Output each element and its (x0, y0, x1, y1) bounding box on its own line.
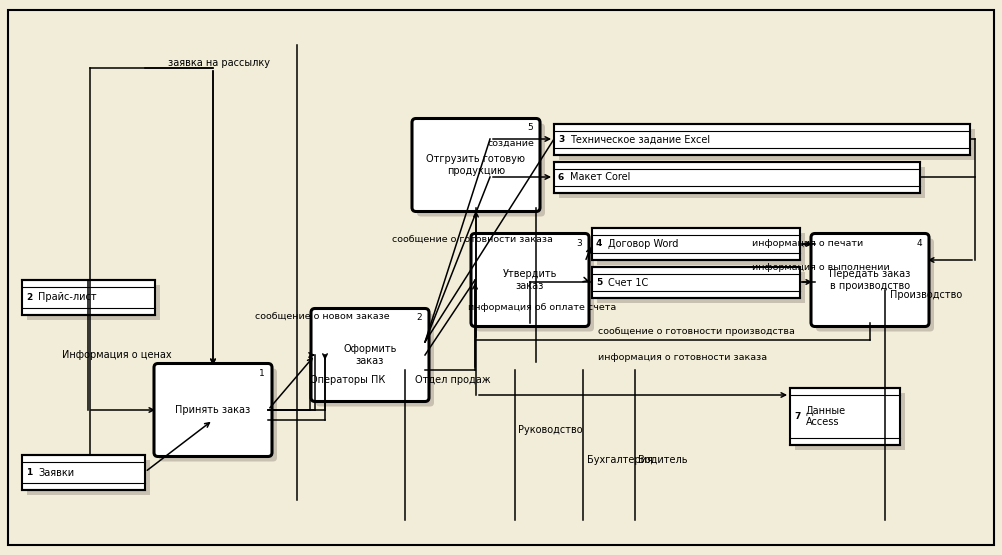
FancyBboxPatch shape (471, 234, 589, 326)
Text: 2: 2 (26, 293, 32, 302)
Bar (597, 272, 805, 303)
Text: информация о готовности заказа: информация о готовности заказа (598, 354, 768, 362)
FancyBboxPatch shape (417, 124, 545, 216)
FancyBboxPatch shape (811, 234, 929, 326)
FancyBboxPatch shape (154, 364, 272, 457)
FancyBboxPatch shape (816, 239, 934, 331)
FancyBboxPatch shape (316, 314, 434, 406)
Bar (559, 129, 975, 160)
Text: Бухгалтерия: Бухгалтерия (587, 455, 653, 465)
Bar (27, 460, 150, 495)
Bar (554, 162, 920, 193)
Text: Отгрузить готовую
продукцию: Отгрузить готовую продукцию (427, 154, 525, 176)
Text: Макет Corel: Макет Corel (570, 173, 630, 183)
Text: 2: 2 (417, 314, 422, 322)
Text: 4: 4 (917, 239, 922, 248)
Bar (597, 233, 805, 265)
Bar (554, 124, 970, 155)
Bar (592, 267, 800, 298)
Text: 5: 5 (596, 278, 602, 287)
Bar (27, 285, 160, 320)
FancyBboxPatch shape (159, 369, 277, 462)
Text: 1: 1 (260, 369, 265, 377)
Text: информация о выполнении: информация о выполнении (752, 263, 890, 271)
Text: информация об оплате счета: информация об оплате счета (468, 304, 616, 312)
Bar (790, 388, 900, 445)
Text: 1: 1 (26, 468, 32, 477)
Text: Передать заказ
в производство: Передать заказ в производство (830, 269, 911, 291)
Text: сообщение о готовности заказа: сообщение о готовности заказа (392, 235, 553, 245)
Text: Прайс-лист: Прайс-лист (38, 292, 96, 302)
Text: заявка на рассылку: заявка на рассылку (168, 58, 270, 68)
Text: Счет 1С: Счет 1С (608, 278, 648, 287)
Bar (22, 280, 155, 315)
Bar (22, 455, 145, 490)
FancyBboxPatch shape (412, 119, 540, 211)
Text: 3: 3 (576, 239, 582, 248)
Text: Утвердить
заказ: Утвердить заказ (503, 269, 557, 291)
Text: информация о печати: информация о печати (752, 240, 864, 249)
Text: Заявки: Заявки (38, 467, 74, 477)
Text: сообщение о новом заказе: сообщение о новом заказе (255, 312, 390, 321)
Text: 5: 5 (527, 124, 533, 133)
Bar (592, 228, 800, 260)
Text: Операторы ПК: Операторы ПК (310, 375, 385, 385)
FancyBboxPatch shape (311, 309, 429, 401)
Text: Оформить
заказ: Оформить заказ (344, 344, 397, 366)
Text: Руководство: Руководство (518, 425, 582, 435)
Text: сообщение о готовности производства: сообщение о готовности производства (598, 327, 795, 336)
Text: Производство: Производство (890, 290, 962, 300)
Text: Принять заказ: Принять заказ (175, 405, 250, 415)
Text: Отдел продаж: Отдел продаж (415, 375, 491, 385)
Bar (795, 393, 905, 450)
Text: 4: 4 (596, 240, 602, 249)
Text: Техническое задание Excel: Техническое задание Excel (570, 134, 710, 144)
Text: создание: создание (488, 139, 535, 148)
Text: Договор Word: Договор Word (608, 239, 678, 249)
FancyBboxPatch shape (476, 239, 594, 331)
Text: 7: 7 (794, 412, 801, 421)
Text: Водитель: Водитель (638, 455, 687, 465)
Text: Данные
Access: Данные Access (806, 406, 846, 427)
Text: 6: 6 (558, 173, 564, 182)
Text: Информация о ценах: Информация о ценах (62, 350, 171, 360)
Text: 3: 3 (558, 135, 564, 144)
Bar (559, 167, 925, 198)
